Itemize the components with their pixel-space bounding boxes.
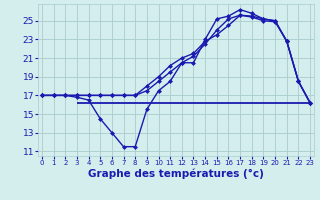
X-axis label: Graphe des températures (°c): Graphe des températures (°c) <box>88 169 264 179</box>
